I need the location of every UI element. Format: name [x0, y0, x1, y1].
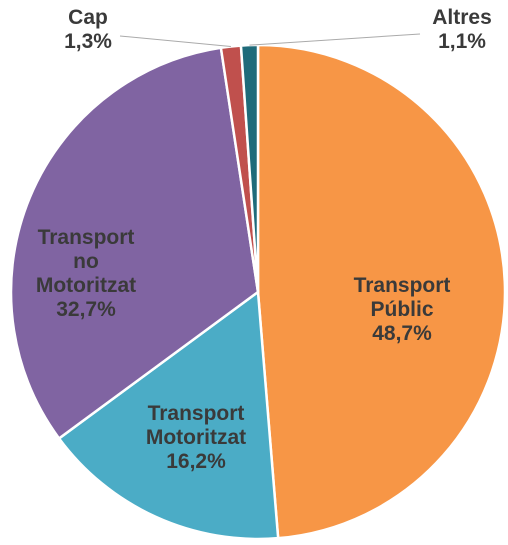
slice-label: Cap [68, 6, 108, 29]
value-label: 32,7% [56, 298, 116, 321]
slice-label: Transport Motoritzat [146, 402, 246, 449]
label-line: Motoritzat [36, 274, 136, 297]
label-line: Altres [432, 6, 492, 29]
leader-line [119, 35, 231, 47]
value-label: 16,2% [166, 450, 226, 473]
label-line: Transport [38, 226, 135, 249]
label-line: Transport [354, 274, 451, 297]
slice-label: Altres [432, 6, 492, 29]
slice-label: Transport Públic [354, 274, 451, 321]
label-line: no [73, 250, 99, 273]
pie-slice [57, 289, 280, 541]
value-label: 1,1% [438, 30, 486, 53]
slice-label: Transport no Motoritzat [36, 226, 136, 297]
pie-slice [9, 46, 260, 441]
value-label: 1,3% [64, 30, 112, 53]
label-line: Motoritzat [146, 426, 246, 449]
label-line: Transport [148, 402, 245, 425]
leader-line [249, 33, 421, 46]
label-line: Públic [370, 298, 433, 321]
value-label: 48,7% [372, 322, 432, 345]
pie-slice [256, 43, 507, 540]
label-line: Cap [68, 6, 108, 29]
